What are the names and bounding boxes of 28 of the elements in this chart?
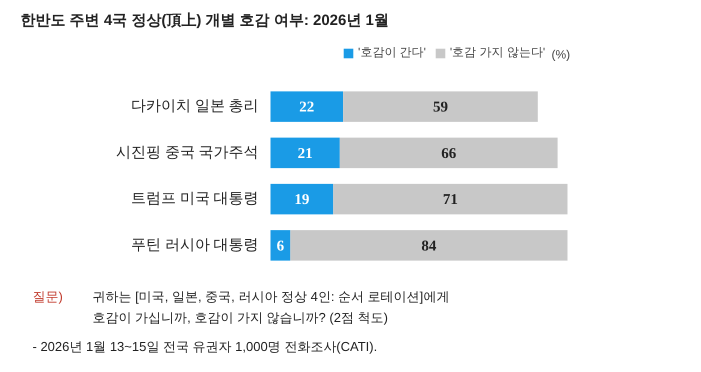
bar [270,91,344,122]
text: 호감이 가십니까, 호감이 가지 않습니까? (2점 척도) [92,310,388,325]
y-tick-label: 시진핑 중국 국가주석 [116,144,258,161]
text: - 2026년 1월 13~15일 전국 유권자 1,000명 전화조사(CATI). [32,339,378,354]
bar [270,138,340,168]
chart-title: 한반도 주변 4국 정상(頂上) 개별 호감 여부: 2026년 1월 [20,12,389,29]
text: (%) [552,48,570,62]
data-label: 6 [276,238,285,254]
data-label: 19 [294,192,310,208]
y-tick-label: 트럼프 미국 대통령 [131,191,258,208]
data-label: 22 [299,100,314,116]
legend-label: '호감이 간다' [358,44,426,61]
text: 질문) [32,289,63,304]
data-label: 59 [432,100,448,116]
data-label: 71 [442,192,458,208]
data-label: 66 [441,146,457,162]
bar [290,230,568,261]
data-label: 21 [298,146,313,162]
bar [270,230,290,261]
text: 귀하는 [미국, 일본, 중국, 러시아 정상 4인: 순서 로테이션]에게 [92,289,450,304]
bar [333,184,568,214]
y-tick-label: 다카이치 일본 총리 [131,98,258,115]
y-tick-label: 푸틴 러시아 대통령 [131,237,258,254]
bar [270,184,334,214]
legend-label: '호감 가지 않는다' [450,44,546,61]
bar [340,138,558,168]
bar [343,91,538,122]
data-label: 84 [421,238,437,254]
